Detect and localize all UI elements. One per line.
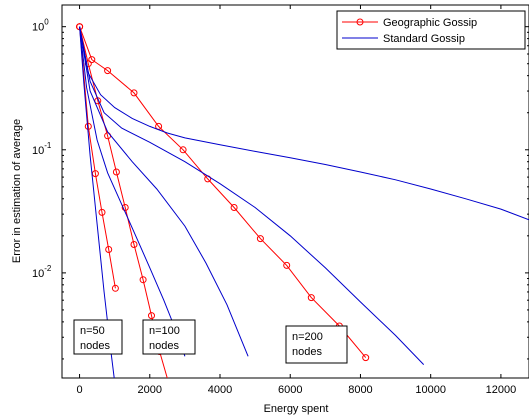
plot-area: n=50 nodes n=100 nodes n=200 nodes 0 2000 4000 6… — [32, 4, 529, 396]
legend-label: Geographic Gossip — [383, 17, 477, 29]
legend-frame — [336, 10, 526, 50]
series-1-point — [88, 56, 96, 64]
series-1-point — [98, 208, 106, 216]
legend-entry: Standard Gossip — [342, 33, 465, 45]
series-1-point — [121, 204, 129, 211]
series-1-point — [307, 294, 315, 302]
x-axis-ticks: 0 2000 4000 6000 8000 10000 12000 — [76, 5, 516, 396]
series-2-curve-3 — [79, 26, 249, 357]
series-1-point — [112, 168, 120, 176]
x-axis-label: Energy spent — [264, 403, 329, 415]
annotation-box: n=50 nodes — [73, 319, 123, 355]
series-2 — [79, 26, 529, 378]
series-1-point — [130, 241, 138, 248]
series-1-point — [130, 89, 138, 97]
series-1-point — [111, 284, 119, 292]
x-tick-label: 12000 — [486, 384, 517, 396]
annotation-frame — [285, 325, 348, 364]
y-tick-label: 100 — [32, 18, 49, 34]
x-tick-label: 8000 — [348, 384, 372, 396]
series-2-curve-5 — [79, 26, 529, 221]
annotations: n=50 nodes n=100 nodes n=200 nodes — [73, 319, 348, 364]
series-1-point — [230, 204, 238, 211]
legend-entry: Geographic Gossip — [342, 17, 477, 29]
series-1-curve-1 — [79, 26, 116, 289]
y-tick-label: 10-2 — [32, 264, 52, 280]
annotation-box: n=200 nodes — [285, 325, 348, 364]
annotation-text: n=100 — [149, 325, 180, 337]
series-1-point — [105, 246, 113, 253]
x-tick-label: 10000 — [415, 384, 446, 396]
y-tick-label: 10-1 — [32, 141, 52, 157]
legend: Geographic Gossip Standard Gossip — [336, 10, 526, 50]
series-2-curve-4 — [79, 26, 425, 365]
x-tick-label: 2000 — [138, 384, 162, 396]
series-1-point — [256, 235, 264, 243]
y-axis-label: Error in estimation of average — [11, 119, 23, 263]
annotation-box: n=100 nodes — [142, 319, 196, 355]
series-1-curve-3 — [79, 26, 367, 358]
series-1-point — [362, 354, 370, 362]
annotation-text: nodes — [292, 346, 322, 358]
annotation-frame — [73, 319, 123, 355]
series-1-point — [139, 276, 147, 284]
legend-swatch-marker — [356, 18, 364, 26]
series-2-curve-2 — [79, 26, 186, 357]
series-1-point — [165, 379, 171, 385]
annotation-text: nodes — [80, 340, 110, 352]
series-1-point — [104, 67, 112, 75]
series-1-point — [179, 146, 187, 154]
legend-label: Standard Gossip — [383, 33, 465, 45]
annotation-text: nodes — [149, 340, 179, 352]
annotation-text: n=50 — [80, 325, 105, 337]
x-tick-label: 0 — [76, 384, 82, 396]
x-tick-label: 4000 — [208, 384, 232, 396]
series-1-point — [283, 261, 291, 269]
x-tick-label: 6000 — [278, 384, 302, 396]
annotation-text: n=200 — [292, 331, 323, 343]
annotation-frame — [142, 319, 196, 355]
plot-frame — [61, 4, 529, 379]
series-1-point — [148, 312, 155, 320]
